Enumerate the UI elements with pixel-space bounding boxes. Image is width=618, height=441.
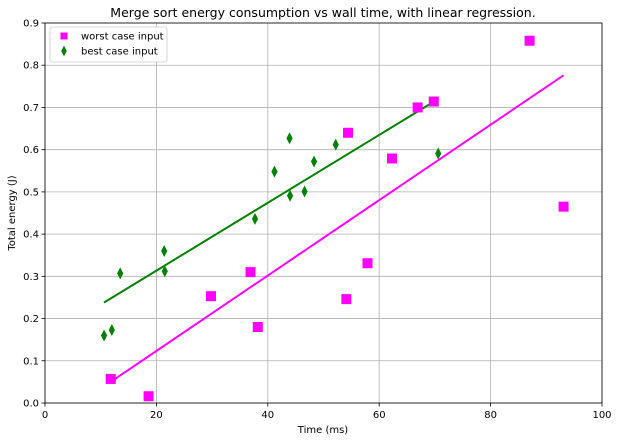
data-point-series-1 (286, 189, 294, 202)
plot-frame (44, 22, 603, 404)
x-tick-label: 40 (261, 410, 274, 421)
data-point-series-0 (245, 267, 256, 278)
data-point-series-1 (310, 155, 318, 168)
legend-marker-series-1 (61, 45, 67, 57)
x-tick-label: 60 (373, 410, 386, 421)
data-point-series-1 (332, 138, 339, 151)
data-point-series-1 (117, 267, 124, 280)
legend-label-series-1: best case input (81, 47, 158, 58)
y-tick-label: 0.4 (23, 230, 39, 241)
data-points (100, 35, 569, 402)
data-point-series-0 (143, 391, 154, 402)
data-point-series-1 (108, 323, 115, 336)
regression-line-series-1 (103, 98, 439, 304)
legend-label-series-0: worst case input (81, 32, 164, 43)
data-point-series-0 (387, 153, 398, 164)
x-tick-label: 0 (42, 410, 48, 421)
data-point-series-1 (161, 245, 168, 257)
y-tick-label: 0.0 (23, 399, 39, 410)
x-tick-label: 100 (592, 410, 611, 421)
y-tick-label: 0.1 (23, 356, 39, 367)
grid (44, 22, 603, 404)
data-point-series-0 (252, 322, 263, 332)
data-point-series-1 (161, 265, 168, 278)
data-point-series-0 (558, 201, 569, 212)
y-axis-label: Total energy (J) (7, 175, 18, 251)
data-point-series-1 (301, 185, 308, 198)
data-point-series-0 (362, 258, 373, 269)
chart-title: Merge sort energy consumption vs wall ti… (110, 5, 535, 20)
data-point-series-0 (105, 373, 116, 384)
y-tick-label: 0.6 (23, 145, 39, 156)
y-tick-label: 0.8 (23, 61, 39, 72)
y-tick-label: 0.5 (23, 187, 39, 198)
data-point-series-1 (100, 329, 108, 342)
data-point-series-0 (412, 102, 423, 113)
legend: worst case input best case input (49, 26, 168, 63)
data-point-series-1 (271, 165, 278, 178)
data-point-series-0 (343, 127, 354, 138)
y-tick-label: 0.2 (23, 314, 39, 325)
y-tick-label: 0.7 (23, 103, 39, 114)
data-point-series-0 (341, 294, 352, 305)
regression-line-series-0 (110, 74, 565, 383)
x-tick-label: 20 (150, 410, 163, 421)
data-point-series-0 (205, 291, 216, 302)
data-point-series-0 (428, 96, 439, 107)
axis-ticks: 0 20 40 60 80 100 0.0 0.1 0.2 0.3 0.4 0.5 0.6 0.7 0.8 0… (23, 19, 611, 422)
legend-box (49, 26, 168, 63)
data-point-series-1 (286, 132, 293, 145)
data-point-series-0 (524, 35, 535, 46)
data-point-series-1 (435, 147, 442, 160)
y-tick-label: 0.9 (23, 19, 39, 30)
y-tick-label: 0.3 (23, 272, 39, 283)
x-axis-label: Time (ms) (297, 425, 349, 436)
x-tick-label: 80 (484, 410, 497, 421)
regression-lines (103, 74, 565, 383)
data-point-series-1 (251, 212, 259, 225)
legend-marker-series-0 (60, 32, 68, 40)
